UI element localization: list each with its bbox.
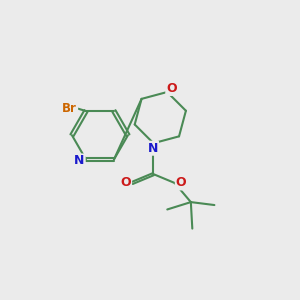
Text: N: N — [74, 154, 85, 167]
Text: Br: Br — [62, 102, 77, 115]
Text: O: O — [121, 176, 131, 190]
Text: N: N — [148, 142, 158, 155]
Text: O: O — [166, 82, 177, 95]
Text: O: O — [176, 176, 186, 190]
